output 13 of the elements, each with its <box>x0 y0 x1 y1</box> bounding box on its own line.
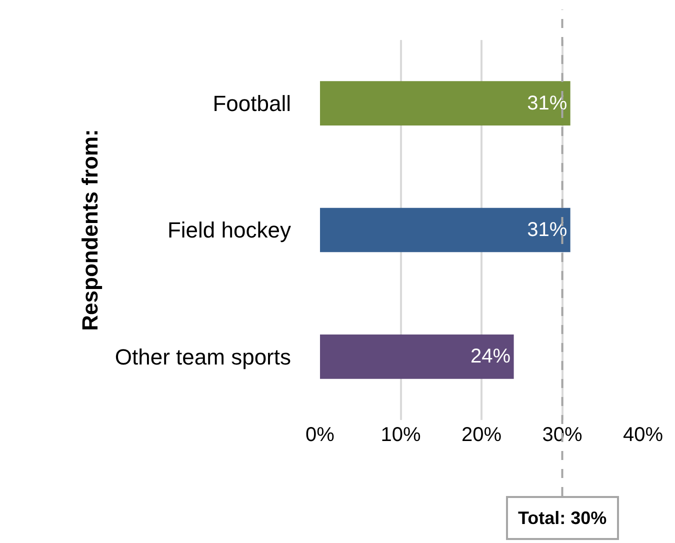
data-label: 24% <box>470 346 511 368</box>
x-tick-label: 40% <box>622 424 664 446</box>
data-label: 31% <box>527 92 568 114</box>
x-tick-label: 0% <box>306 424 335 446</box>
x-tick-label: 30% <box>542 424 582 446</box>
ref-line-label: Total: 30% <box>518 508 607 528</box>
x-tick-label: 10% <box>380 424 421 446</box>
y-tick-label: Field hockey <box>167 218 291 243</box>
data-label: 31% <box>527 219 568 241</box>
y-axis-title: Respondents from: <box>78 129 103 331</box>
y-tick-label: Other team sports <box>114 344 291 370</box>
y-tick-label: Football <box>212 91 291 116</box>
x-tick-label: 20% <box>461 424 502 446</box>
